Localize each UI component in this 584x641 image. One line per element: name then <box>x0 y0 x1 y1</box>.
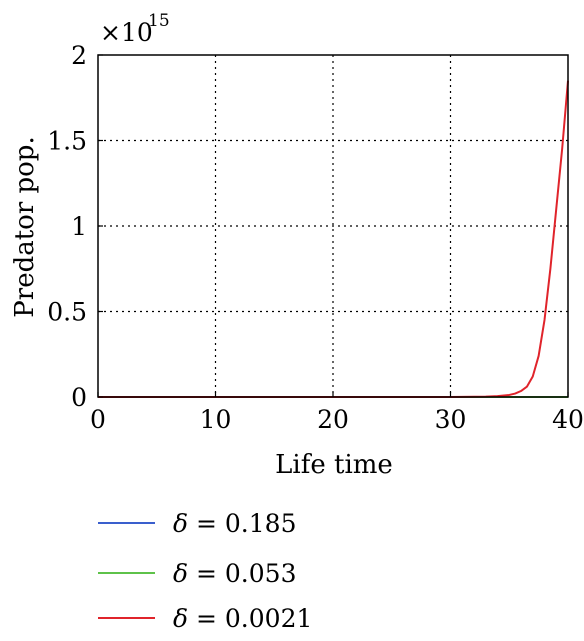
axis-ticks: 0 10 20 30 40 0 0.5 1 1.5 2 <box>47 41 584 434</box>
y-axis-label: Predator pop. <box>10 136 40 317</box>
legend-item-3: δ = 0.0021 <box>98 604 312 633</box>
legend-item-1: δ = 0.185 <box>98 509 296 538</box>
y-multiplier-exponent: 15 <box>148 11 170 31</box>
legend: δ = 0.185 δ = 0.053 δ = 0.0021 <box>98 509 312 633</box>
x-tick-label: 20 <box>317 405 349 434</box>
y-tick-label: 0 <box>71 383 87 412</box>
legend-item-2: δ = 0.053 <box>98 559 296 588</box>
legend-label: δ = 0.0021 <box>173 604 312 633</box>
y-tick-label: 1.5 <box>47 127 87 156</box>
x-tick-label: 10 <box>200 405 232 434</box>
x-tick-label: 40 <box>552 405 584 434</box>
y-tick-label: 2 <box>71 41 87 70</box>
x-tick-label: 30 <box>435 405 467 434</box>
x-tick-label: 0 <box>90 405 106 434</box>
y-tick-label: 1 <box>71 212 87 241</box>
y-multiplier-base: ×10 <box>100 18 153 47</box>
x-axis-label: Life time <box>275 450 393 480</box>
y-tick-label: 0.5 <box>47 298 87 327</box>
legend-label: δ = 0.053 <box>173 559 296 588</box>
grid-lines <box>98 55 568 397</box>
y-axis-multiplier: ×10 15 <box>100 11 170 47</box>
legend-label: δ = 0.185 <box>173 509 296 538</box>
